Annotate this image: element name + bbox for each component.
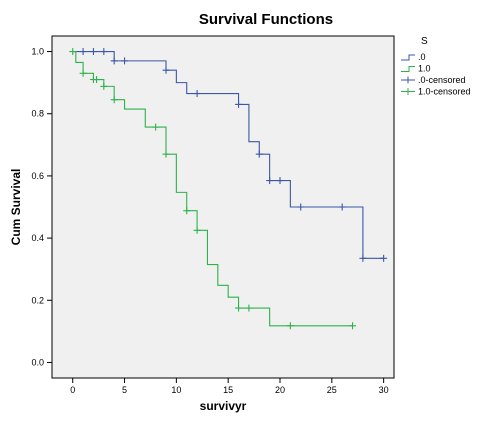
y-axis-title: Cum Survival — [9, 169, 23, 246]
y-tick-label: 0.0 — [31, 357, 44, 367]
censor-mark — [100, 82, 108, 90]
legend-line-swatch — [401, 66, 415, 72]
legend-entry: .0 — [401, 52, 426, 62]
x-tick-label: 25 — [327, 385, 337, 395]
series-layer — [69, 48, 388, 330]
censor-mark — [193, 226, 201, 234]
y-axis: 0.0 0.2 0.4 0.6 0.8 1.0 — [31, 47, 52, 367]
censor-mark — [93, 76, 101, 84]
survival-curve-0 — [72, 50, 384, 259]
chart-title: Survival Functions — [199, 11, 333, 28]
legend-label: 1.0-censored — [418, 87, 471, 97]
legend-entry: .0-censored — [401, 75, 466, 85]
censor-mark — [245, 304, 253, 312]
legend-label: .0-censored — [418, 75, 466, 85]
censor-mark — [110, 96, 118, 104]
censor-mark — [69, 48, 77, 56]
x-axis: 0 5 10 15 20 25 30 — [70, 378, 389, 395]
censor-mark — [235, 100, 243, 108]
censor-mark — [183, 207, 191, 215]
censor-mark — [359, 254, 367, 262]
censor-mark — [152, 123, 160, 131]
censor-mark — [193, 90, 201, 98]
legend-label: 1.0 — [418, 64, 431, 74]
censor-mark — [286, 322, 294, 330]
y-tick-label: 0.4 — [31, 233, 44, 243]
y-tick-label: 1.0 — [31, 47, 44, 57]
censor-mark — [255, 150, 263, 158]
y-tick-label: 0.6 — [31, 171, 44, 181]
censor-mark — [100, 48, 108, 56]
x-tick-label: 15 — [223, 385, 233, 395]
censor-mark — [162, 66, 170, 74]
y-tick-label: 0.2 — [31, 295, 44, 305]
x-axis-title: survivyr — [200, 399, 247, 413]
censor-mark — [276, 177, 284, 185]
censor-mark — [121, 57, 129, 65]
censor-mark — [266, 177, 274, 185]
legend-entry: 1.0 — [401, 64, 431, 74]
censor-mark — [79, 48, 87, 56]
censor-mark — [338, 203, 346, 211]
censor-mark — [79, 69, 87, 77]
x-tick-label: 10 — [171, 385, 181, 395]
x-tick-label: 30 — [379, 385, 389, 395]
censor-mark — [297, 203, 305, 211]
legend-entry: 1.0-censored — [401, 87, 471, 97]
legend-line-swatch — [401, 54, 415, 61]
censor-mark — [110, 57, 118, 65]
legend: S .0 1.0.0-censored 1.0-censored — [401, 36, 471, 97]
censor-mark — [349, 322, 357, 330]
y-tick-label: 0.8 — [31, 109, 44, 119]
x-tick-label: 0 — [70, 385, 75, 395]
censor-mark — [380, 254, 388, 262]
x-tick-label: 5 — [122, 385, 127, 395]
censor-mark — [235, 304, 243, 312]
legend-title: S — [421, 36, 428, 47]
censor-mark — [162, 150, 170, 158]
censor-mark — [89, 48, 97, 56]
x-tick-label: 20 — [275, 385, 285, 395]
legend-label: .0 — [418, 52, 426, 62]
